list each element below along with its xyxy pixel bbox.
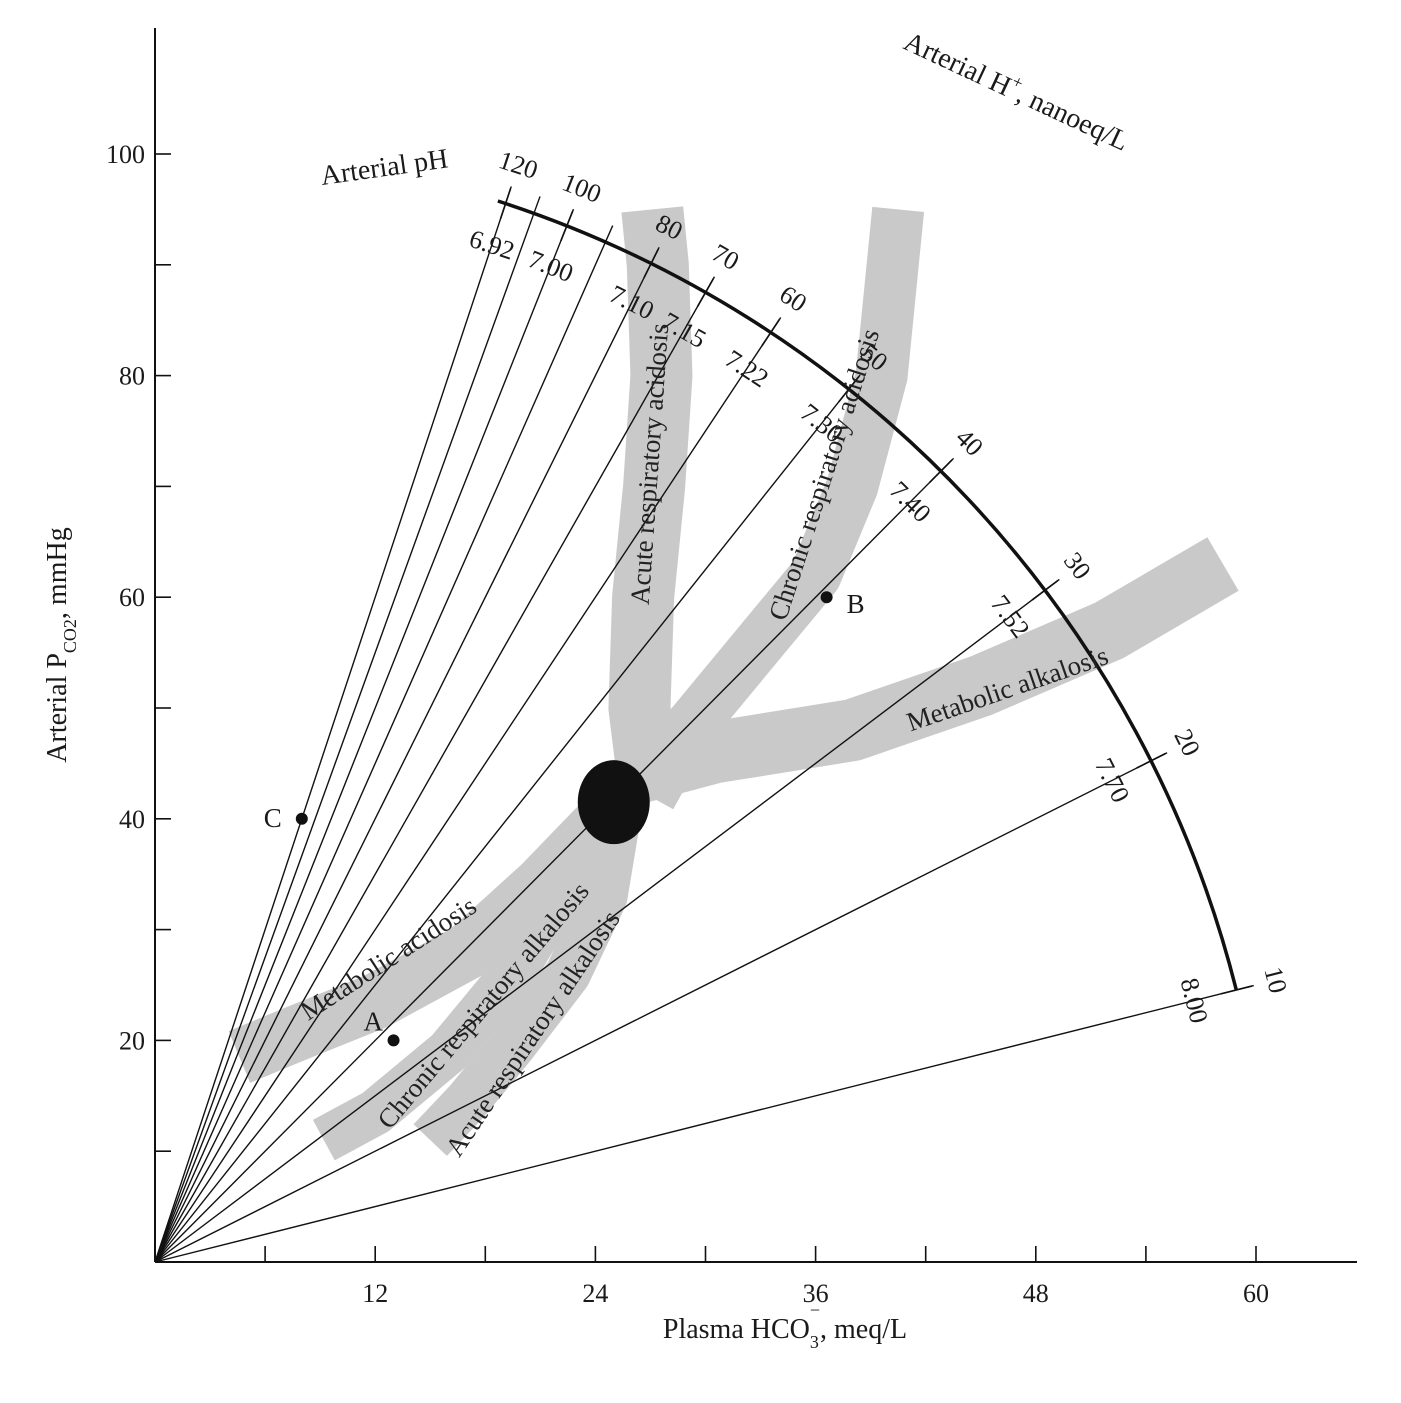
y-tick-label: 20 [119, 1026, 145, 1055]
ph-label: 8.00 [1175, 975, 1214, 1026]
band-chronic-respiratory-alkalosis [312, 807, 625, 1161]
h-label: 120 [495, 145, 541, 185]
isopleth-line [154, 276, 716, 1263]
point-label-c: C [264, 803, 282, 833]
isopleth-line [154, 225, 614, 1263]
y-tick-label: 100 [106, 140, 145, 169]
h-tick [1031, 580, 1059, 601]
isopleth-line [154, 247, 660, 1263]
isopleth-line [154, 984, 1254, 1263]
h-tick [761, 318, 781, 347]
disorder-bands [228, 206, 1239, 1161]
x-tick-label: 48 [1023, 1279, 1049, 1308]
isopleth-line [154, 374, 861, 1263]
h-tick [1136, 752, 1166, 769]
h-tick [499, 188, 512, 219]
isopleth-line [154, 578, 1060, 1263]
h-tick [929, 459, 953, 483]
ph-label: 7.70 [1089, 754, 1135, 808]
x-tick-label: 24 [582, 1279, 608, 1308]
isopleth-line [154, 186, 512, 1263]
h-tick [643, 248, 659, 279]
ph-label: 6.92 [466, 224, 518, 266]
h-label: 30 [1058, 547, 1097, 585]
h-label: 70 [707, 238, 744, 276]
band-acute-respiratory-acidosis [608, 206, 693, 801]
y-axis-ticks: 20 40 60 80 100 [106, 140, 171, 1152]
h-tick [696, 278, 715, 307]
h-scale-ticks [499, 188, 1253, 995]
y-tick-label: 40 [119, 805, 145, 834]
example-points: A B C [264, 589, 865, 1047]
x-tick-label: 12 [362, 1279, 388, 1308]
ph-label: 7.00 [524, 244, 577, 288]
h-label: 10 [1258, 964, 1292, 996]
point-c [295, 812, 308, 825]
y-tick-label: 60 [119, 583, 145, 612]
h-label: 20 [1168, 724, 1206, 760]
isopleth-line [154, 457, 955, 1263]
point-a [387, 1034, 400, 1047]
x-axis-title: Plasma HCO3−, meq/L [663, 1300, 907, 1352]
h-scale-arc [497, 199, 1238, 991]
h-tick [1220, 985, 1253, 995]
x-tick-label: 36 [803, 1279, 829, 1308]
h-tick [560, 210, 574, 242]
isopleth-line [154, 752, 1168, 1263]
x-tick-label: 60 [1243, 1279, 1269, 1308]
isopleth-line [154, 196, 541, 1263]
h-tick [838, 376, 860, 403]
isopleth-line [154, 208, 575, 1263]
y-axis-title: Arterial PCO2, mmHg [42, 527, 80, 762]
h-scale-title: Arterial H+, nanoeq/L [899, 23, 1135, 158]
band-metabolic-alkalosis [624, 537, 1239, 805]
band-chronic-respiratory-acidosis [627, 206, 925, 810]
point-label-b: B [847, 589, 865, 619]
h-label: 40 [950, 423, 989, 462]
normal-region [577, 760, 650, 845]
y-tick-label: 80 [119, 362, 145, 391]
h-label: 100 [558, 168, 605, 209]
h-label: 60 [774, 279, 812, 318]
point-label-a: A [364, 1006, 384, 1036]
isopleth-line [154, 317, 782, 1263]
ph-label: 7.22 [720, 344, 774, 393]
x-axis-ticks: 12 24 36 48 60 [264, 1246, 1269, 1308]
ph-isopleth-lines [154, 186, 1254, 1263]
ph-scale-title: Arterial pH [319, 143, 450, 192]
point-b [820, 591, 833, 604]
